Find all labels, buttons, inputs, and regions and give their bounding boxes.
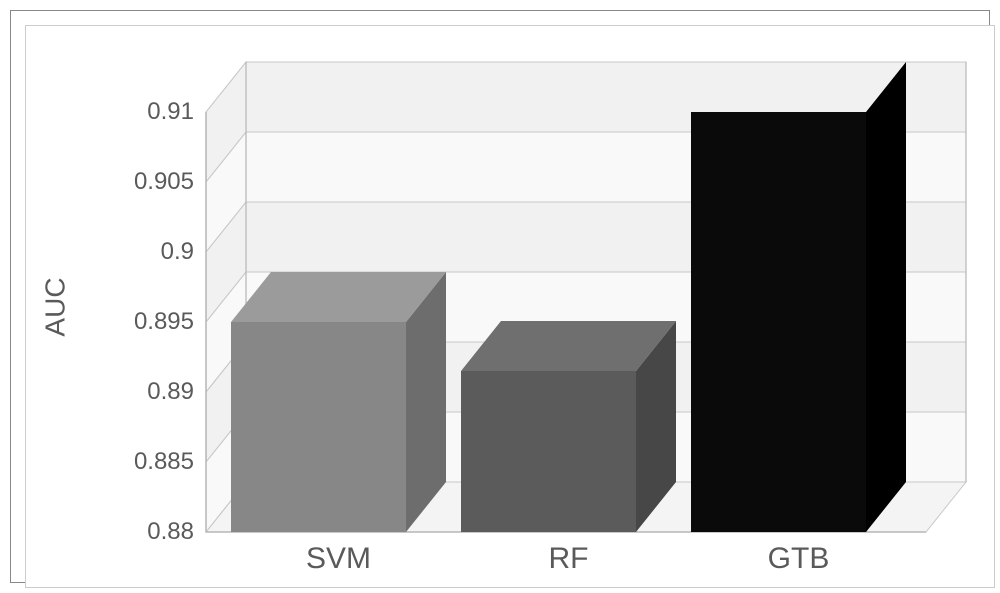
y-tick-label: 0.89 — [104, 378, 194, 406]
outer-frame: AUC 0.88 0.885 0.89 0.895 0.9 0.905 0.91 SVM RF… — [10, 10, 990, 583]
x-tick-label: SVM — [306, 542, 371, 576]
y-axis-label-text: AUC — [40, 277, 72, 336]
y-axis-label: AUC — [36, 26, 76, 587]
y-tick-label: 0.91 — [104, 98, 194, 126]
plot-3d — [206, 62, 966, 542]
y-tick-label: 0.895 — [104, 308, 194, 336]
x-tick-label: RF — [549, 542, 589, 576]
y-tick-label: 0.9 — [104, 238, 194, 266]
chart-svg — [206, 62, 966, 542]
y-tick-label: 0.885 — [104, 448, 194, 476]
y-tick-label: 0.88 — [104, 518, 194, 546]
chart-frame: AUC 0.88 0.885 0.89 0.895 0.9 0.905 0.91 SVM RF… — [25, 25, 995, 588]
x-tick-label: GTB — [768, 542, 830, 576]
y-tick-label: 0.905 — [104, 168, 194, 196]
